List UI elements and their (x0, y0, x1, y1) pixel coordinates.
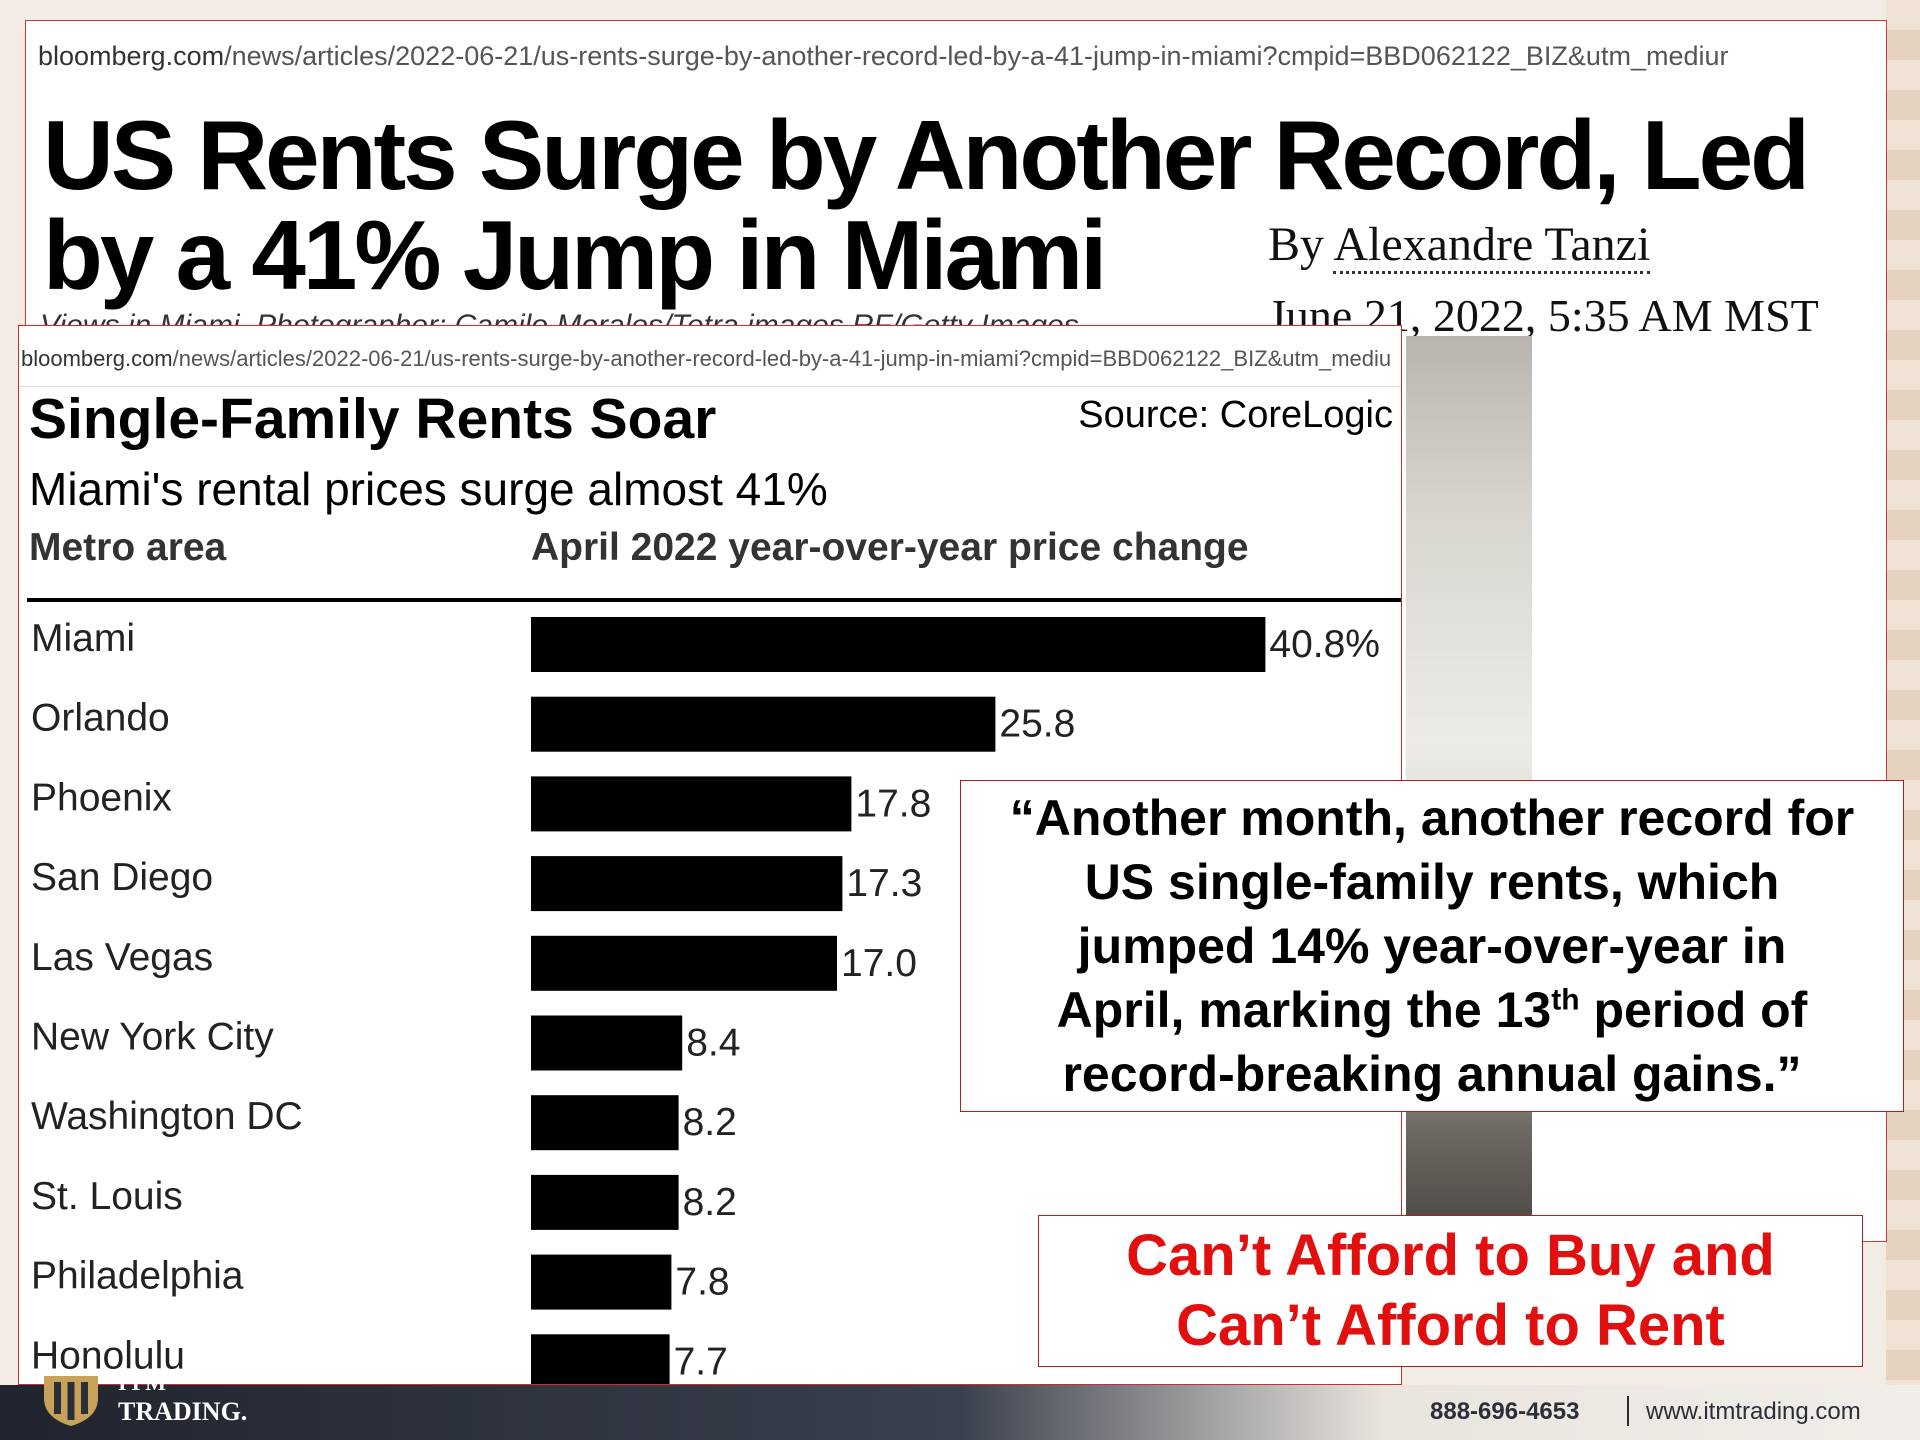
value-label: 17.3 (846, 862, 922, 905)
article-headline: US Rents Surge by Another Record, Led by… (43, 105, 1883, 305)
byline-prefix: By (1268, 218, 1334, 271)
footer-separator (1627, 1396, 1629, 1426)
category-label: Miami (31, 617, 135, 660)
callout-text: Can’t Afford to Buy and Can’t Afford to … (1126, 1221, 1775, 1361)
phone-number[interactable]: 888-696-4653 (1430, 1398, 1580, 1425)
category-label: Philadelphia (31, 1255, 244, 1298)
value-label: 8.4 (686, 1022, 740, 1065)
quote-line-2: US single-family rents, which (1084, 854, 1780, 910)
chart-url[interactable]: bloomberg.com/news/articles/2022-06-21/u… (21, 346, 1391, 372)
url-divider (19, 386, 1401, 387)
chart-url-domain: bloomberg.com (21, 346, 173, 371)
bar (531, 856, 843, 912)
byline: By Alexandre Tanzi (1268, 217, 1651, 274)
quote-line-1: “Another month, another record for (1009, 790, 1855, 846)
category-label: Orlando (31, 697, 170, 740)
callout-line-2: Can’t Afford to Rent (1176, 1293, 1725, 1358)
bar (531, 1254, 672, 1310)
callout-line-1: Can’t Afford to Buy and (1126, 1223, 1775, 1288)
value-label: 8.2 (683, 1101, 737, 1144)
headline-line-1: US Rents Surge by Another Record, Led (43, 100, 1810, 210)
chart-subtitle: Miami's rental prices surge almost 41% (29, 463, 828, 515)
headline-line-2: by a 41% Jump in Miami (43, 200, 1107, 310)
category-label: Phoenix (31, 776, 172, 819)
category-label: Washington DC (31, 1095, 303, 1138)
value-label: 7.8 (675, 1261, 729, 1304)
decorative-stripe (1886, 0, 1920, 1385)
value-label: 8.2 (683, 1181, 737, 1224)
bar (531, 776, 852, 832)
chart-screenshot: bloomberg.com/news/articles/2022-06-21/u… (18, 325, 1402, 1385)
chart-title: Single-Family Rents Soar (29, 387, 717, 451)
value-label: 17.8 (855, 782, 931, 825)
quote-line-4b: period of (1579, 982, 1808, 1038)
quote-text: “Another month, another record for US si… (1010, 786, 1854, 1106)
chart-header-rule (27, 598, 1401, 602)
article-url[interactable]: bloomberg.com/news/articles/2022-06-21/u… (38, 41, 1729, 72)
article-url-path: /news/articles/2022-06-21/us-rents-surge… (224, 41, 1729, 71)
bar (531, 1334, 670, 1384)
chart-url-path: /news/articles/2022-06-21/us-rents-surge… (172, 346, 1392, 371)
bar (531, 696, 996, 752)
bar-chart: Miami 40.8% Orlando 25.8 Phoenix 17.8 San Dieg… (27, 598, 1401, 1384)
article-url-domain: bloomberg.com (38, 41, 225, 71)
quote-box: “Another month, another record for US si… (960, 780, 1904, 1112)
bar (531, 1015, 683, 1071)
itm-logo-icon (44, 1376, 98, 1426)
category-label: Honolulu (31, 1334, 185, 1377)
bar (531, 1174, 679, 1230)
quote-line-3: jumped 14% year-over-year in (1077, 918, 1787, 974)
quote-line-4-sup: th (1551, 983, 1580, 1017)
bar (531, 935, 837, 991)
value-label: 17.0 (841, 942, 917, 985)
category-label: Las Vegas (31, 936, 213, 979)
bar (531, 1095, 679, 1151)
chart-source: Source: CoreLogic (1078, 394, 1393, 436)
category-label: St. Louis (31, 1175, 183, 1218)
value-label: 40.8% (1269, 623, 1380, 666)
author-link[interactable]: Alexandre Tanzi (1333, 218, 1651, 274)
category-label: San Diego (31, 856, 213, 899)
logo-name: ITM (118, 1370, 168, 1395)
value-label: 25.8 (999, 703, 1075, 746)
quote-line-5: record-breaking annual gains.” (1062, 1046, 1802, 1102)
quote-line-4a: April, marking the 13 (1056, 982, 1552, 1038)
value-axis-label: April 2022 year-over-year price change (531, 526, 1249, 569)
callout-box: Can’t Afford to Buy and Can’t Afford to … (1038, 1215, 1863, 1367)
logo-subtitle: TRADING. (118, 1397, 248, 1426)
category-label: New York City (31, 1016, 274, 1059)
bar (531, 617, 1266, 672)
footer-bar (0, 1385, 1920, 1440)
value-label: 7.7 (674, 1340, 728, 1383)
website-link[interactable]: www.itmtrading.com (1646, 1398, 1861, 1425)
category-axis-label: Metro area (29, 526, 227, 569)
